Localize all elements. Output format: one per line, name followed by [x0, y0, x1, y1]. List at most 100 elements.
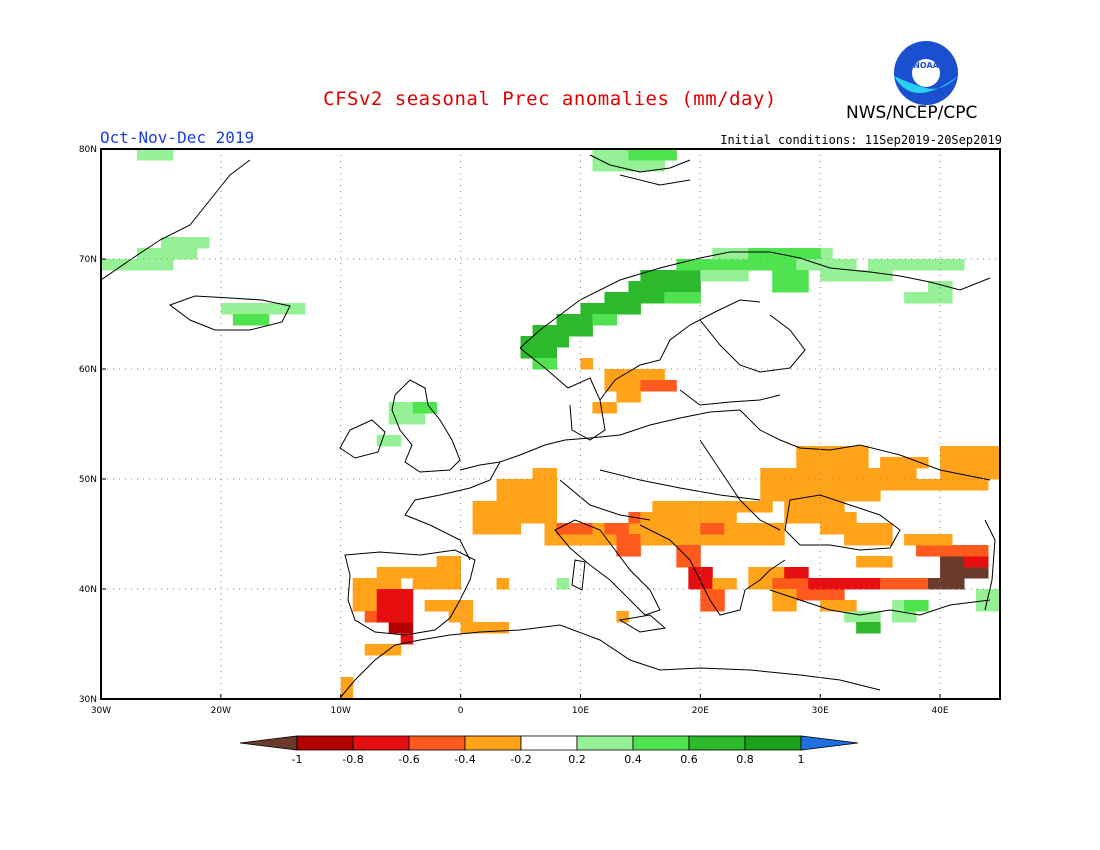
anomaly-cell [424, 600, 450, 612]
anomaly-cell [772, 589, 797, 612]
anomaly-cell [940, 446, 1000, 480]
anomaly-cell [856, 556, 893, 568]
colorbar-swatch [688, 735, 746, 751]
lon-tick-label: 30E [812, 706, 829, 716]
anomaly-cell [592, 314, 617, 326]
lon-tick-label: 40E [931, 706, 948, 716]
anomaly-cell [700, 523, 737, 535]
colorbar-right-arrow [800, 735, 859, 751]
anomaly-cell [640, 270, 737, 282]
colorbar-swatch [464, 735, 522, 751]
anomaly-cell [364, 644, 402, 656]
anomaly-cell [340, 677, 354, 699]
anomaly-cell [880, 578, 929, 590]
anomaly-cell [136, 149, 174, 161]
anomaly-cell [796, 589, 845, 601]
anomaly-cell [496, 578, 510, 590]
period-label: Oct-Nov-Dec 2019 [100, 128, 255, 147]
anomaly-cell [916, 545, 989, 557]
anomaly-cell [700, 589, 725, 612]
anomaly-cell [532, 358, 557, 370]
anomaly-cell [556, 523, 593, 535]
anomaly-cell [664, 292, 701, 304]
colorbar-label: 0.4 [624, 753, 642, 766]
colorbar-swatch [296, 735, 354, 751]
anomaly-cell [628, 281, 701, 293]
anomaly-cell [844, 611, 881, 623]
anomaly-cell [652, 501, 773, 513]
anomaly-cell [556, 314, 617, 326]
anomaly-cell [688, 567, 713, 590]
anomaly-cell [796, 446, 869, 469]
lat-tick-label: 40N [79, 585, 97, 595]
lat-tick-label: 30N [79, 695, 97, 705]
anomaly-cell [436, 556, 462, 568]
anomaly-cell [796, 259, 857, 271]
anomaly-cell [412, 567, 462, 590]
anomaly-cell [388, 622, 414, 634]
anomaly-cell [772, 578, 809, 590]
anomaly-cell [520, 490, 557, 524]
lat-tick-label: 50N [79, 475, 97, 485]
colorbar-label: 1 [798, 753, 805, 766]
lon-tick-label: 0 [458, 706, 464, 716]
colorbar-swatch [520, 735, 578, 751]
anomaly-cell [928, 281, 953, 293]
colorbar-left-arrow [239, 735, 298, 751]
anomaly-cell [604, 292, 677, 304]
colorbar-swatch [576, 735, 634, 751]
anomaly-cell [700, 270, 749, 282]
anomaly-cell [376, 435, 402, 447]
anomaly-cell [712, 578, 737, 590]
anomaly-cell [772, 270, 809, 293]
colorbar-swatch [408, 735, 466, 751]
anomaly-cell [580, 303, 641, 315]
lat-tick-label: 70N [79, 255, 97, 265]
anomaly-cell [904, 534, 953, 546]
map-title: CFSv2 seasonal Prec anomalies (mm/day) [323, 88, 777, 110]
lat-tick-label: 60N [79, 365, 97, 375]
anomaly-cell [592, 402, 617, 414]
anomaly-cell [376, 611, 414, 623]
lon-tick-label: 20W [211, 706, 231, 716]
colorbar-label: 0.2 [568, 753, 586, 766]
lon-tick-label: 20E [692, 706, 709, 716]
anomaly-cell [856, 622, 881, 634]
anomaly-cell [472, 501, 522, 535]
anomaly-cell [916, 479, 989, 491]
anomaly-cell [268, 303, 306, 315]
anomaly-cell [868, 259, 965, 271]
anomaly-cell [616, 534, 641, 557]
anomaly-cell [232, 314, 270, 326]
anomaly-cell [964, 556, 989, 568]
logo-lettering: NOAA [913, 61, 939, 70]
anomaly-cell [676, 259, 797, 271]
lon-tick-label: 30W [91, 706, 111, 716]
anomaly-cell [784, 567, 809, 579]
coastlines [101, 154, 996, 699]
anomaly-cell [460, 622, 510, 634]
colorbar-label: 0.8 [736, 753, 754, 766]
lon-tick-label: 10E [572, 706, 589, 716]
anomaly-cell [412, 402, 438, 414]
anomaly-cell [520, 347, 557, 359]
lon-tick-label: 10W [331, 706, 351, 716]
anomaly-cell [724, 523, 785, 546]
lat-tick-label: 80N [79, 145, 97, 155]
colorbar-swatch [352, 735, 410, 751]
colorbar-label: -0.8 [342, 753, 363, 766]
anomaly-cell [628, 149, 677, 161]
colorbar-label: -0.4 [454, 753, 475, 766]
anomaly-cell [400, 633, 414, 645]
anomaly-cells [101, 149, 1000, 699]
colorbar-label: 0.6 [680, 753, 698, 766]
anomaly-cell [160, 237, 210, 249]
anomaly-cell [856, 468, 917, 491]
anomaly-cell [928, 578, 965, 590]
anomaly-cell [628, 369, 665, 381]
organization-label: NWS/NCEP/CPC [846, 103, 978, 123]
colorbar-label: -0.2 [510, 753, 531, 766]
anomaly-cell [604, 523, 629, 535]
anomaly-cell [136, 248, 198, 260]
noaa-logo: NOAA [894, 41, 958, 105]
